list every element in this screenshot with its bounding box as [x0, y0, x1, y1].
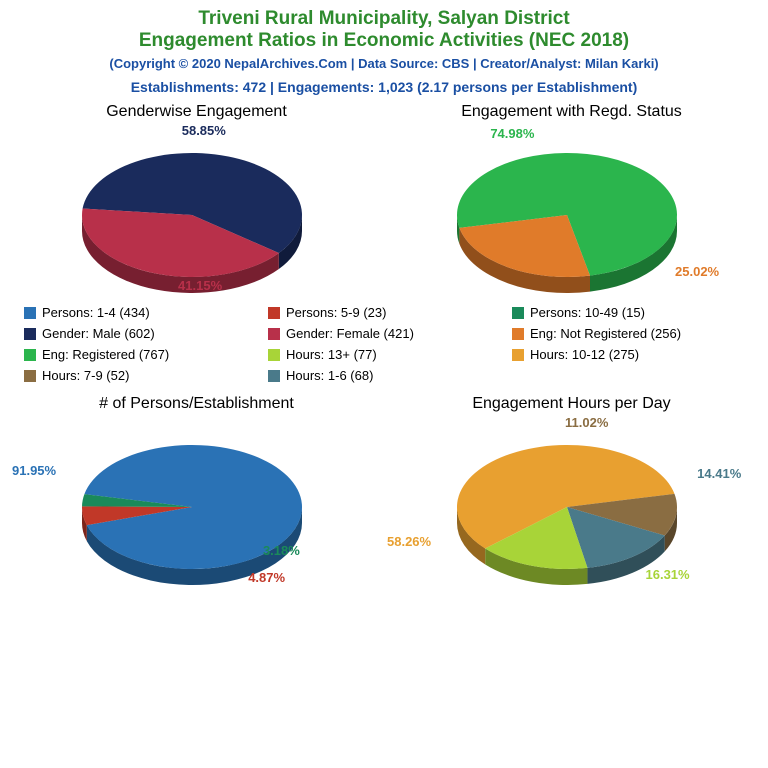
persons-slice-label: 3.18% [263, 543, 300, 558]
chart-regd: Engagement with Regd. Status 74.98% 25.02… [387, 103, 756, 293]
legend-label: Eng: Registered (767) [42, 347, 169, 362]
legend: Persons: 1-4 (434) Persons: 5-9 (23) Perso… [12, 299, 756, 389]
legend-label: Gender: Male (602) [42, 326, 155, 341]
legend-item: Hours: 10-12 (275) [512, 347, 744, 362]
gender-slice-label: 41.15% [178, 278, 222, 293]
persons-slice-label: 4.87% [248, 570, 285, 585]
legend-swatch [512, 328, 524, 340]
legend-swatch [24, 307, 36, 319]
regd-slice-label: 25.02% [675, 264, 719, 279]
legend-item: Persons: 10-49 (15) [512, 305, 744, 320]
hours-slice-label: 11.02% [565, 415, 608, 430]
copyright: (Copyright © 2020 NepalArchives.Com | Da… [12, 56, 756, 71]
hours-slice-label: 58.26% [387, 534, 431, 549]
chart-gender: Genderwise Engagement 58.85% 41.15% [12, 103, 381, 293]
legend-item: Gender: Female (421) [268, 326, 500, 341]
charts-grid: Genderwise Engagement 58.85% 41.15% Engag… [12, 103, 756, 585]
legend-swatch [268, 370, 280, 382]
legend-label: Persons: 10-49 (15) [530, 305, 645, 320]
legend-item: Hours: 13+ (77) [268, 347, 500, 362]
hours-slice-label: 14.41% [697, 466, 741, 481]
chart-gender-title: Genderwise Engagement [106, 103, 287, 121]
legend-label: Hours: 13+ (77) [286, 347, 377, 362]
legend-label: Hours: 7-9 (52) [42, 368, 129, 383]
legend-swatch [512, 349, 524, 361]
hours-pie [387, 415, 747, 585]
gender-pie [12, 123, 372, 293]
legend-swatch [268, 328, 280, 340]
legend-item: Persons: 5-9 (23) [268, 305, 500, 320]
legend-swatch [268, 307, 280, 319]
legend-item: Hours: 1-6 (68) [268, 368, 500, 383]
legend-item: Eng: Not Registered (256) [512, 326, 744, 341]
legend-label: Persons: 5-9 (23) [286, 305, 386, 320]
legend-swatch [512, 307, 524, 319]
persons-pie [12, 415, 372, 585]
legend-swatch [24, 349, 36, 361]
legend-swatch [268, 349, 280, 361]
legend-label: Eng: Not Registered (256) [530, 326, 681, 341]
legend-label: Hours: 10-12 (275) [530, 347, 639, 362]
legend-item: Eng: Registered (767) [24, 347, 256, 362]
legend-label: Hours: 1-6 (68) [286, 368, 373, 383]
legend-swatch [24, 370, 36, 382]
legend-item: Gender: Male (602) [24, 326, 256, 341]
gender-slice-label: 58.85% [182, 123, 226, 138]
title-line2: Engagement Ratios in Economic Activities… [12, 30, 756, 52]
chart-regd-title: Engagement with Regd. Status [461, 103, 682, 121]
persons-slice-label: 91.95% [12, 463, 56, 478]
legend-label: Persons: 1-4 (434) [42, 305, 150, 320]
legend-item: Persons: 1-4 (434) [24, 305, 256, 320]
hours-slice-label: 16.31% [646, 567, 690, 582]
chart-persons: # of Persons/Establishment 91.95% 4.87% 3.… [12, 395, 381, 585]
regd-slice-label: 74.98% [490, 126, 534, 141]
title-line1: Triveni Rural Municipality, Salyan Distr… [12, 8, 756, 30]
legend-label: Gender: Female (421) [286, 326, 414, 341]
stats-line: Establishments: 472 | Engagements: 1,023… [12, 79, 756, 95]
chart-hours: Engagement Hours per Day 58.26% 11.02% 14.… [387, 395, 756, 585]
legend-swatch [24, 328, 36, 340]
chart-persons-title: # of Persons/Establishment [99, 395, 294, 413]
legend-item: Hours: 7-9 (52) [24, 368, 256, 383]
chart-hours-title: Engagement Hours per Day [472, 395, 670, 413]
